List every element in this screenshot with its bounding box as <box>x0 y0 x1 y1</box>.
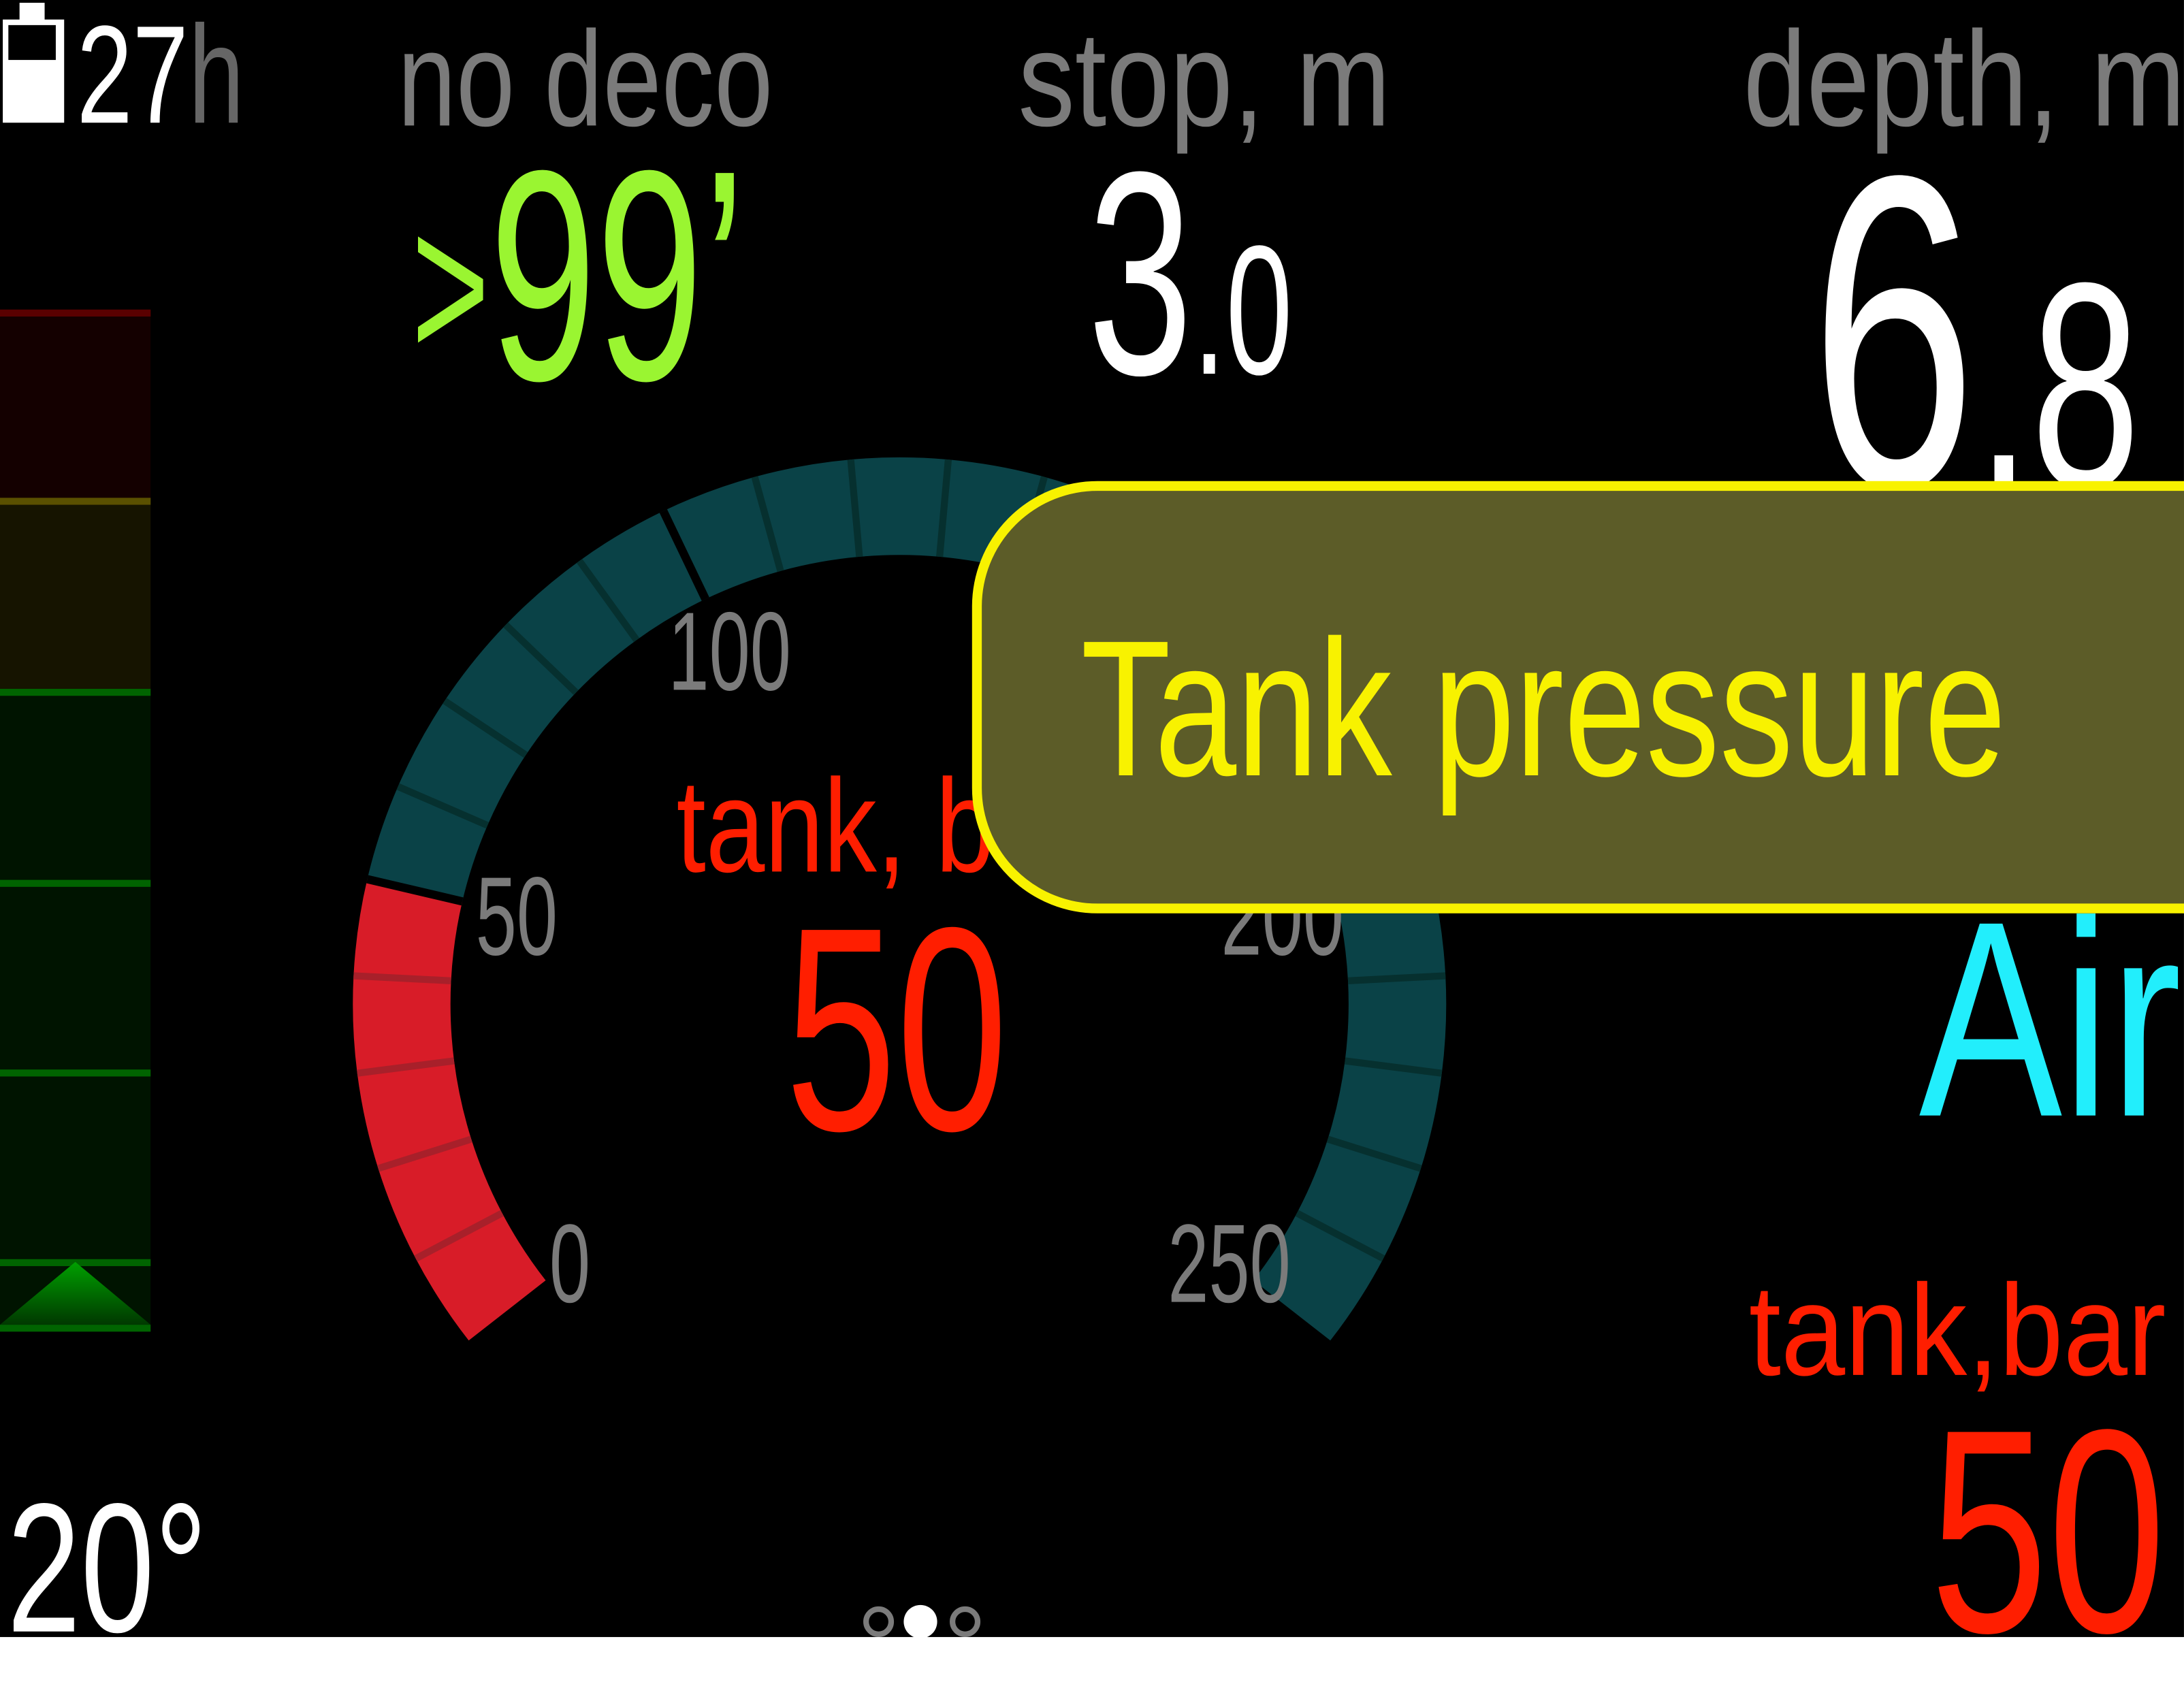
battery-hours-unit: h <box>188 0 244 154</box>
gauge-tick <box>1344 1057 1443 1077</box>
stop-value: 3.0 <box>1088 130 1293 420</box>
gauge-tick <box>847 459 863 557</box>
page-dot-3[interactable] <box>950 1606 981 1637</box>
stop-label: stop, m <box>1018 3 1391 155</box>
popup-title: Tank pressure <box>1080 600 2006 818</box>
gauge-segment <box>754 459 860 571</box>
no-deco-label: no deco <box>397 3 773 155</box>
page-dot-1[interactable] <box>863 1606 895 1637</box>
gauge-segment <box>1328 1061 1442 1169</box>
gauge-segment <box>505 560 637 693</box>
gauge-value: 50 <box>785 869 1008 1193</box>
ascent-indicator-triangle-icon <box>0 1261 151 1325</box>
gauge-segment <box>1345 975 1447 1073</box>
gauge-segment <box>850 457 948 557</box>
gauge-segment-low <box>353 975 454 1073</box>
gauge-tick <box>576 558 640 643</box>
gauge-tick <box>414 1210 504 1262</box>
battery-hours-value: 27 <box>76 0 189 154</box>
no-deco-prefix: > <box>411 168 490 404</box>
gauge-segment-low <box>353 879 463 981</box>
gauge-tick <box>443 698 528 758</box>
gauge-tick <box>357 1057 455 1077</box>
gauge-tick <box>396 783 489 829</box>
depth-value-int: 6 <box>1810 82 1977 582</box>
gauge-tick <box>366 875 464 906</box>
battery-icon <box>3 19 65 123</box>
gauge-tick <box>353 972 451 984</box>
gauge-tick <box>936 459 952 557</box>
stop-value-dec: .0 <box>1192 208 1293 413</box>
gauge-tick-label: 250 <box>1168 1201 1290 1326</box>
tank-pressure-popup[interactable]: Tank pressure <box>971 481 2184 913</box>
gauge-tick-label: 100 <box>668 589 790 714</box>
stop-value-int: 3 <box>1087 112 1193 437</box>
gauge-segment <box>398 700 526 826</box>
gauge-tick-label: 50 <box>476 854 558 979</box>
gauge-tick <box>1347 972 1446 984</box>
gas-name: Air <box>1918 864 2182 1176</box>
no-deco-unit: ’ <box>703 107 746 444</box>
battery-cap <box>19 3 45 22</box>
gauge-tick <box>503 622 579 696</box>
gauge-tick <box>659 509 709 601</box>
no-deco-number: 99 <box>489 107 703 444</box>
page-dot-2-active[interactable] <box>903 1604 937 1637</box>
gauge-tick <box>376 1135 472 1172</box>
gauge-tick <box>1326 1135 1422 1172</box>
gauge-tick-label: 0 <box>549 1201 590 1326</box>
water-temperature: 20° <box>7 1465 208 1637</box>
gauge-tick <box>1295 1210 1385 1262</box>
gauge-segment <box>579 511 706 641</box>
dive-computer-screen: 27h no deco stop, m depth, m >99’ 3.0 6.… <box>0 0 2184 1637</box>
tank-label: tank,bar <box>1748 1257 2166 1403</box>
tank-value: 50 <box>1930 1370 2166 1637</box>
gauge-segment-low <box>357 1061 472 1169</box>
no-deco-value: >99’ <box>411 125 745 425</box>
page-indicator[interactable] <box>851 1597 991 1637</box>
battery-hours: 27h <box>77 5 244 145</box>
gauge-tick <box>751 476 784 572</box>
depth-label: depth, m <box>1743 3 2184 155</box>
